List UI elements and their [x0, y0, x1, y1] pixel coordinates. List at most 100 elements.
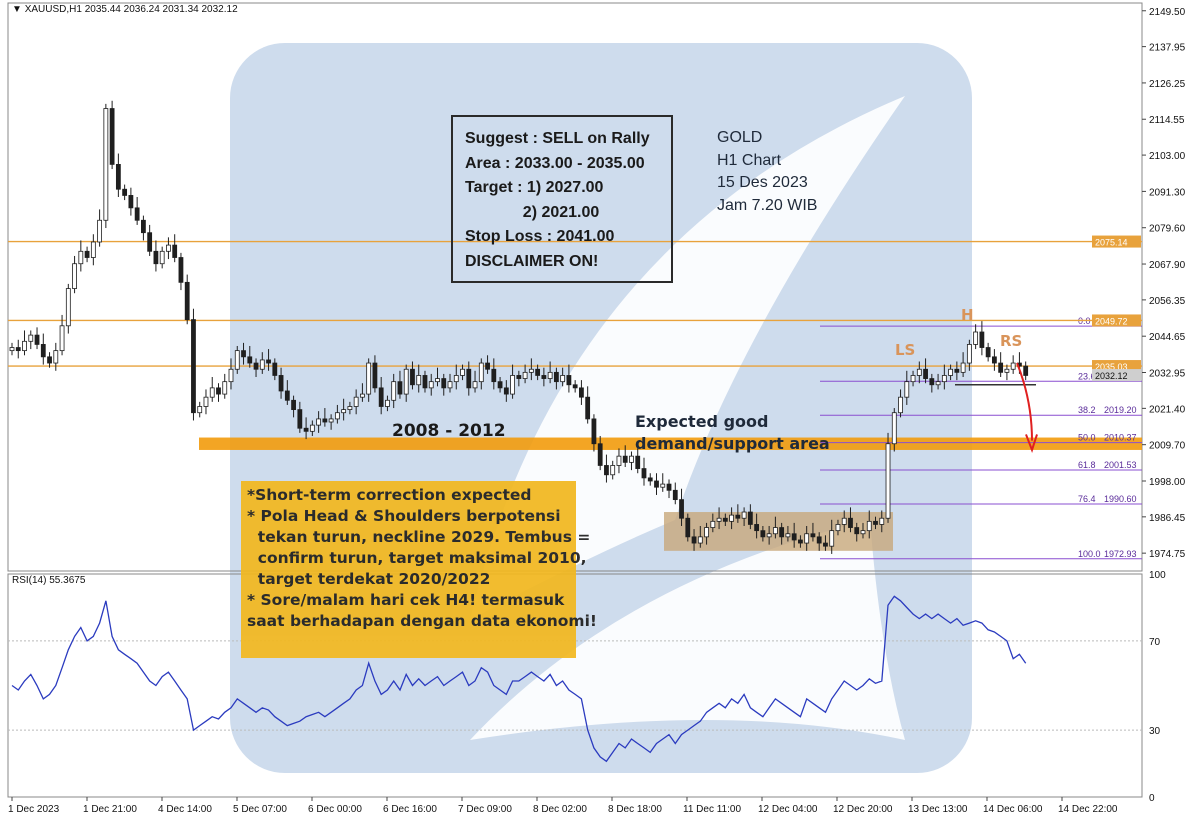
watermark-swoosh-lower — [470, 520, 905, 740]
candle-body — [347, 406, 353, 411]
candle-body — [59, 325, 65, 352]
candle-body — [234, 350, 240, 370]
candle-body — [209, 387, 215, 398]
price-axis-label: 2009.70 — [1149, 441, 1186, 452]
demand-label-line-2: demand/support area — [635, 434, 830, 453]
candle-body — [184, 281, 190, 320]
demand-area-label: Expected good demand/support area — [635, 411, 830, 455]
price-level-tag-label: 2049.72 — [1095, 316, 1128, 326]
price-level-tag-label: 2075.14 — [1095, 238, 1128, 248]
forecast-arrow — [1016, 362, 1033, 441]
candle-body — [866, 520, 872, 532]
candle-body — [1010, 362, 1016, 370]
time-axis-label: 11 Dec 11:00 — [683, 804, 741, 815]
candle-body — [541, 375, 547, 379]
candle-body — [835, 524, 841, 532]
support-band-label: 2008 - 2012 — [392, 421, 506, 441]
price-axis-label: 2067.90 — [1149, 260, 1186, 271]
candle-body — [172, 244, 178, 258]
candle-body — [47, 356, 52, 364]
rsi-axis-label: 30 — [1149, 726, 1161, 737]
price-level-tag-label: 2032.12 — [1095, 371, 1128, 381]
candle-body — [103, 108, 109, 221]
time-axis-label: 1 Dec 21:00 — [83, 804, 137, 815]
candle-body — [798, 539, 803, 544]
time-axis-label: 6 Dec 16:00 — [383, 804, 437, 815]
note-line: Target : 1) 2027.00 — [465, 179, 604, 196]
candle-body — [766, 533, 772, 538]
candle-body — [510, 375, 515, 395]
price-level-tag — [1092, 360, 1141, 373]
candle-body — [166, 244, 171, 252]
time-axis-label: 6 Dec 00:00 — [308, 804, 362, 815]
candle-body — [178, 257, 184, 283]
price-axis-label: 2149.50 — [1149, 7, 1186, 18]
candle-body — [604, 465, 609, 476]
candle-body — [309, 424, 315, 432]
candle-body — [360, 393, 365, 398]
candle-body — [522, 371, 528, 379]
candle-body — [898, 396, 903, 414]
candle-body — [78, 250, 84, 265]
candle-body — [378, 387, 384, 407]
analysis-line: target terdekat 2020/2022 — [247, 570, 491, 588]
candle-body — [416, 375, 422, 386]
candle-body — [697, 536, 703, 544]
candle-body — [747, 511, 753, 525]
candle-body — [722, 517, 728, 522]
candle-body — [65, 288, 71, 327]
candle-body — [810, 533, 816, 538]
candle-body — [804, 533, 810, 544]
analysis-line: * Sore/malam hari cek H4! termasuk — [247, 591, 565, 609]
candle-body — [973, 331, 979, 345]
candle-body — [848, 517, 853, 528]
candle-body — [823, 542, 828, 547]
candle-body — [122, 188, 128, 196]
time-axis-label: 12 Dec 04:00 — [758, 804, 818, 815]
rsi-axis-label: 70 — [1149, 637, 1161, 648]
candle-body — [941, 375, 947, 383]
price-axis-label: 2021.40 — [1149, 404, 1186, 415]
candle-body — [935, 381, 941, 386]
candle-body — [860, 530, 866, 535]
analysis-line: *Short-term correction expected — [247, 486, 532, 504]
left-shoulder-label: LS — [895, 341, 916, 359]
candle-body — [278, 375, 284, 392]
candle-body — [654, 480, 659, 488]
candle-body — [785, 533, 791, 538]
price-axis-label: 1974.75 — [1149, 549, 1186, 560]
candle-body — [366, 362, 372, 395]
price-axis-label: 2114.55 — [1149, 115, 1185, 126]
price-axis-label: 2137.95 — [1149, 43, 1186, 54]
candle-body — [472, 381, 478, 389]
candle-body — [147, 232, 153, 252]
candle-body — [879, 517, 885, 525]
candle-body — [15, 347, 21, 352]
candle-body — [998, 362, 1004, 373]
candle-body — [647, 477, 653, 482]
candle-body — [948, 368, 953, 376]
chart-menu-icon[interactable]: ▼ — [12, 4, 25, 15]
candle-body — [203, 396, 209, 407]
candle-body — [916, 368, 922, 376]
candle-body — [141, 219, 146, 234]
candle-body — [929, 378, 935, 386]
note-line: Stop Loss : 2041.00 — [465, 228, 615, 245]
candle-body — [704, 527, 709, 538]
candle-body — [291, 399, 296, 411]
candle-body — [97, 219, 103, 243]
candle-body — [547, 371, 553, 379]
analysis-box: *Short-term correction expected * Pola H… — [241, 481, 597, 658]
candle-body — [435, 378, 440, 383]
caption-line: GOLD — [717, 129, 763, 146]
candle-body — [341, 409, 347, 414]
candle-body — [841, 517, 847, 525]
candle-body — [954, 368, 960, 373]
candle-body — [72, 263, 77, 289]
fib-ratio-label: 23.6 — [1078, 371, 1096, 381]
candle-body — [729, 514, 734, 522]
candle-body — [910, 375, 916, 383]
candle-body — [297, 409, 303, 429]
candle-body — [816, 536, 822, 544]
price-axis-label: 2032.95 — [1149, 369, 1186, 380]
